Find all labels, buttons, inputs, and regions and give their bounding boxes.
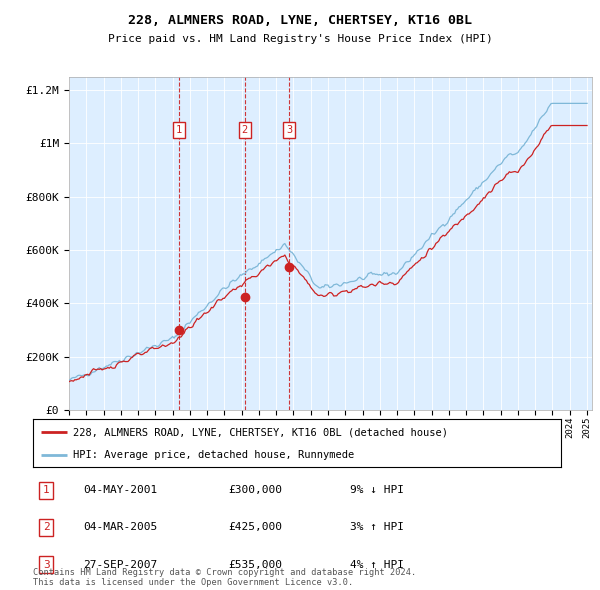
Text: HPI: Average price, detached house, Runnymede: HPI: Average price, detached house, Runn… xyxy=(73,450,354,460)
Text: 9% ↓ HPI: 9% ↓ HPI xyxy=(350,486,404,495)
Text: 1: 1 xyxy=(43,486,50,495)
Text: £535,000: £535,000 xyxy=(229,560,283,569)
Text: 2: 2 xyxy=(43,523,50,532)
Text: 2: 2 xyxy=(241,125,248,135)
Text: 3: 3 xyxy=(43,560,50,569)
Text: 1: 1 xyxy=(176,125,182,135)
Text: Contains HM Land Registry data © Crown copyright and database right 2024.: Contains HM Land Registry data © Crown c… xyxy=(33,568,416,576)
Text: £300,000: £300,000 xyxy=(229,486,283,495)
Text: £425,000: £425,000 xyxy=(229,523,283,532)
Text: 3: 3 xyxy=(286,125,292,135)
Text: 228, ALMNERS ROAD, LYNE, CHERTSEY, KT16 0BL: 228, ALMNERS ROAD, LYNE, CHERTSEY, KT16 … xyxy=(128,14,472,27)
Text: 4% ↑ HPI: 4% ↑ HPI xyxy=(350,560,404,569)
Text: 3% ↑ HPI: 3% ↑ HPI xyxy=(350,523,404,532)
Text: 27-SEP-2007: 27-SEP-2007 xyxy=(83,560,157,569)
Text: 04-MAR-2005: 04-MAR-2005 xyxy=(83,523,157,532)
Text: 228, ALMNERS ROAD, LYNE, CHERTSEY, KT16 0BL (detached house): 228, ALMNERS ROAD, LYNE, CHERTSEY, KT16 … xyxy=(73,427,448,437)
Text: Price paid vs. HM Land Registry's House Price Index (HPI): Price paid vs. HM Land Registry's House … xyxy=(107,34,493,44)
Text: This data is licensed under the Open Government Licence v3.0.: This data is licensed under the Open Gov… xyxy=(33,578,353,587)
Text: 04-MAY-2001: 04-MAY-2001 xyxy=(83,486,157,495)
